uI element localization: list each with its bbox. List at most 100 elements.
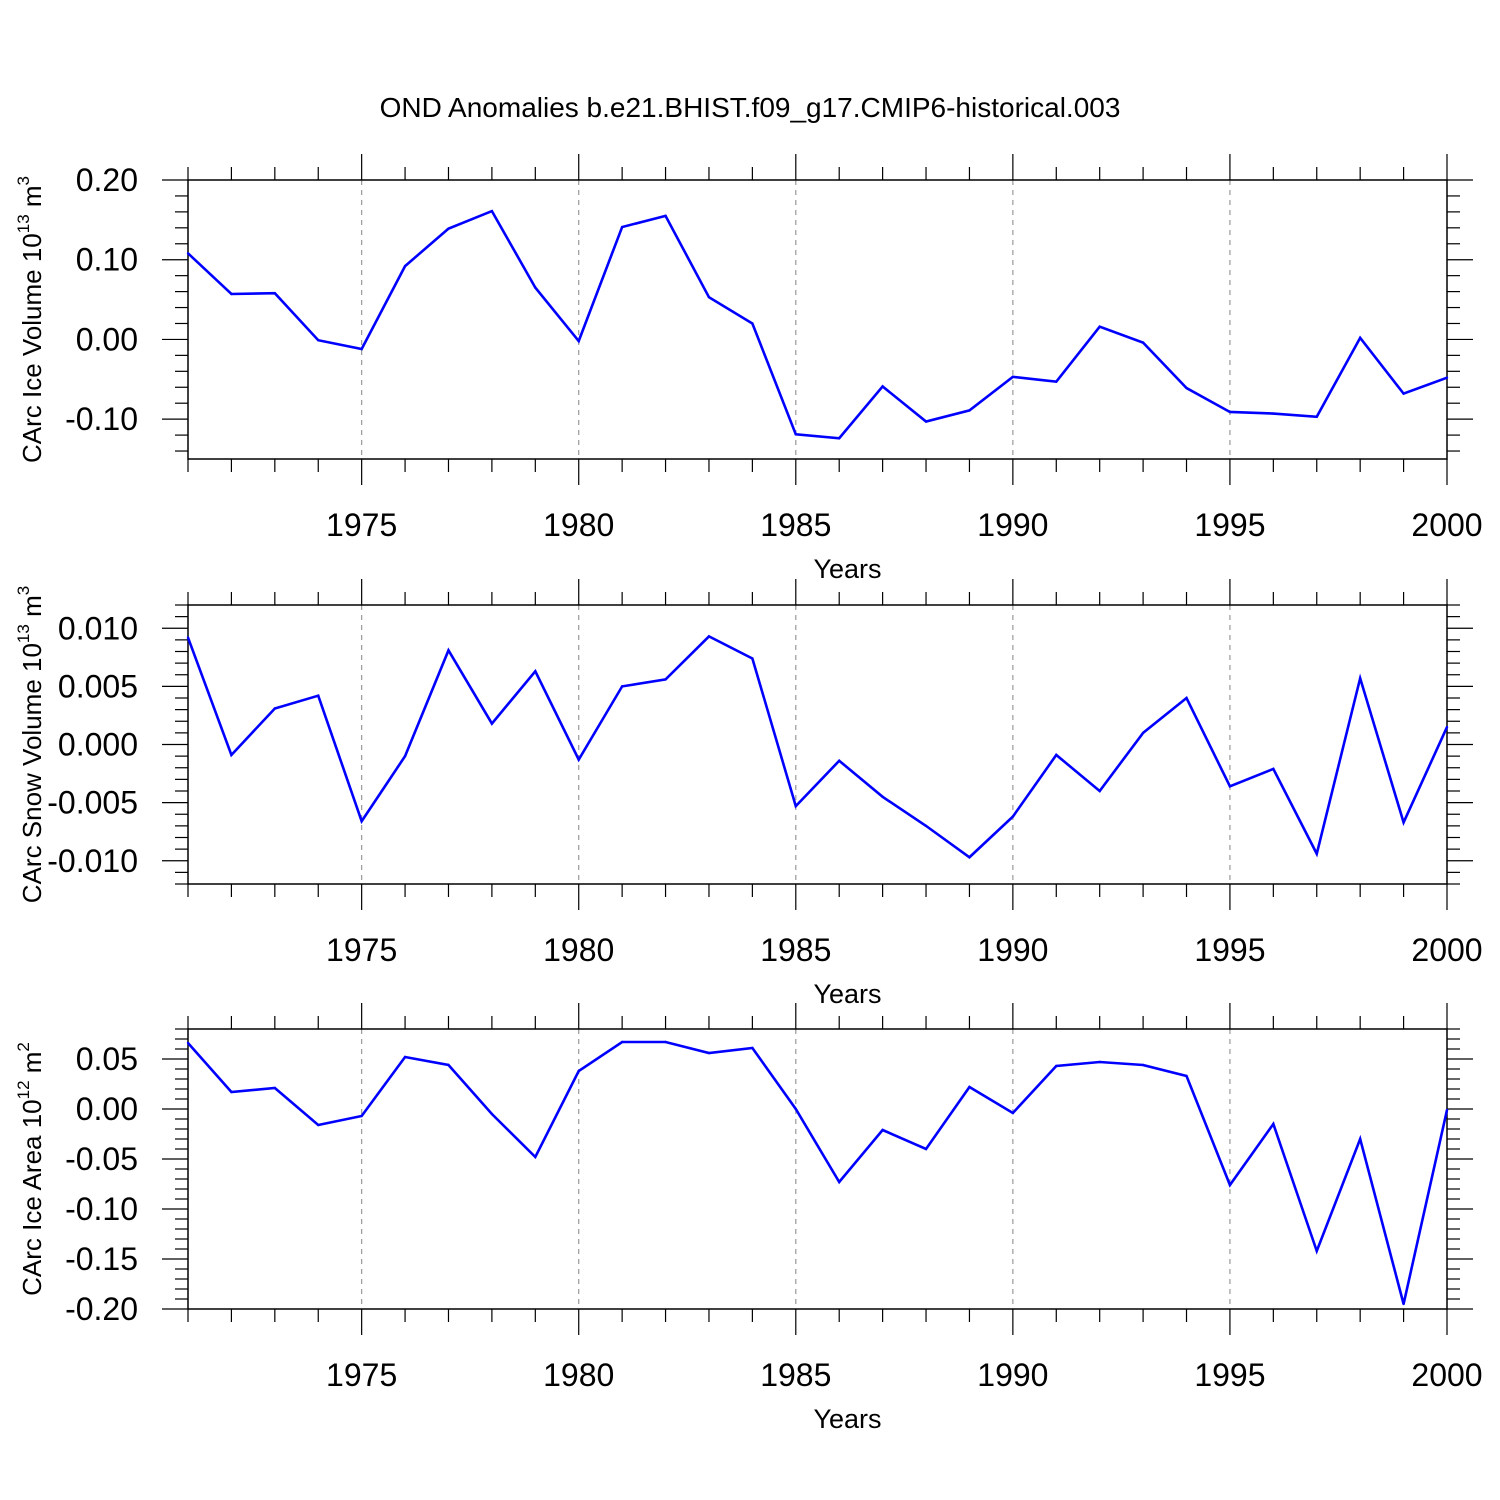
data-point [707, 295, 711, 299]
data-point [577, 758, 580, 761]
data-point [1272, 767, 1275, 771]
data-point [1358, 677, 1362, 680]
y-tick-label: 0.10 [76, 242, 138, 278]
data-point [924, 420, 928, 423]
data-point [360, 1114, 363, 1118]
x-tick-label: 1985 [760, 507, 831, 543]
x-tick-label: 1995 [1194, 1357, 1265, 1393]
series-line [187, 1040, 1449, 1305]
data-point [707, 1051, 711, 1055]
data-point [924, 1147, 928, 1151]
data-point [447, 1063, 450, 1067]
data-point [360, 347, 363, 351]
panel-3: 1975 1980 1985 1990 1995 2000 Years -0.20 -0.15 -… [14, 1003, 1483, 1434]
x-tick-label: 1985 [760, 932, 831, 968]
data-point [1315, 415, 1318, 418]
data-point [1445, 725, 1449, 729]
data-point [317, 694, 320, 697]
data-point [794, 433, 797, 436]
x-axis-label: Years [813, 1404, 881, 1434]
data-point [403, 1055, 407, 1059]
data-point [273, 291, 277, 295]
data-point [881, 1128, 884, 1132]
data-point [664, 214, 667, 218]
data-point [838, 759, 841, 762]
data-point [1185, 386, 1188, 390]
data-point [230, 292, 233, 296]
data-point [490, 722, 494, 725]
data-point [230, 1090, 233, 1094]
y-tick-label: -0.005 [47, 785, 138, 821]
plot-frame [187, 604, 1448, 885]
data-point [490, 209, 494, 213]
data-point [1358, 1137, 1362, 1141]
x-tick-label: 1975 [326, 507, 397, 543]
data-point [751, 1046, 754, 1050]
data-point [924, 824, 928, 828]
y-tick-label: -0.20 [65, 1291, 138, 1327]
data-point [664, 678, 667, 681]
chart-panels: 1975 1980 1985 1990 1995 2000 Years -0.10 0.00 0.… [14, 154, 1483, 1434]
data-point [317, 1123, 320, 1127]
data-point [1098, 789, 1101, 793]
data-point [1055, 753, 1058, 757]
data-point [1055, 1064, 1058, 1068]
data-point [1228, 1183, 1232, 1187]
data-point [1141, 341, 1145, 344]
data-point [186, 1041, 190, 1045]
data-point [534, 670, 537, 673]
data-point [1358, 336, 1362, 340]
data-point [1098, 325, 1101, 328]
data-point [273, 1086, 277, 1090]
data-point [794, 1107, 797, 1111]
data-point [1055, 380, 1058, 383]
x-tick-label: 1975 [326, 1357, 397, 1393]
data-point [186, 252, 190, 255]
data-point [620, 225, 624, 229]
data-point [490, 1112, 494, 1116]
y-tick-label: 0.010 [58, 610, 138, 646]
data-point [1272, 1122, 1275, 1126]
y-tick-label: -0.10 [65, 401, 138, 437]
data-point [403, 264, 407, 268]
data-point [577, 1069, 580, 1073]
data-point [534, 1155, 537, 1159]
data-point [620, 685, 624, 688]
data-point [1402, 821, 1405, 824]
x-tick-label: 1995 [1194, 932, 1265, 968]
data-point [794, 804, 797, 808]
data-point [1141, 731, 1145, 735]
x-tick-label: 1980 [543, 1357, 614, 1393]
data-point [968, 409, 971, 412]
y-axis-label: CArc Ice Volume 1013 m3 [14, 176, 47, 463]
y-tick-label: 0.000 [58, 727, 138, 763]
data-point [620, 1040, 624, 1044]
y-tick-label: 0.05 [76, 1041, 138, 1077]
y-tick-label: 0.00 [76, 321, 138, 357]
data-point [838, 437, 841, 440]
data-point [1315, 1249, 1318, 1253]
data-point [968, 1085, 971, 1089]
data-point [664, 1040, 667, 1044]
data-point [317, 339, 320, 342]
chart-title: OND Anomalies b.e21.BHIST.f09_g17.CMIP6-… [380, 92, 1121, 123]
data-point [1315, 852, 1318, 855]
data-point [1402, 392, 1405, 395]
data-point [707, 635, 711, 638]
data-point [1445, 1108, 1449, 1112]
data-point [1185, 696, 1188, 700]
x-tick-label: 1995 [1194, 507, 1265, 543]
data-point [1098, 1060, 1101, 1064]
x-tick-label: 1985 [760, 1357, 831, 1393]
y-tick-label: -0.010 [47, 843, 138, 879]
x-tick-label: 1990 [977, 932, 1048, 968]
data-point [1011, 375, 1015, 379]
data-point [1141, 1063, 1145, 1067]
data-point [1402, 1302, 1405, 1306]
data-point [1445, 376, 1449, 379]
data-point [838, 1180, 841, 1184]
y-tick-label: 0.005 [58, 668, 138, 704]
data-point [881, 795, 884, 799]
data-point [968, 856, 971, 859]
